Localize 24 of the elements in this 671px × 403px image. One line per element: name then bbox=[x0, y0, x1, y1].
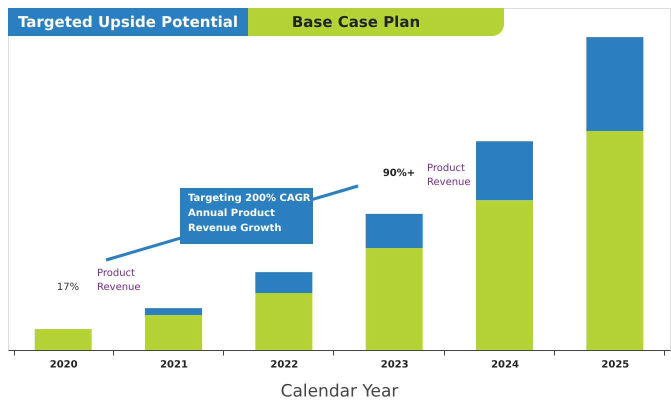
bar bbox=[366, 214, 423, 248]
x-axis-title: Calendar Year bbox=[280, 382, 398, 402]
bar bbox=[255, 293, 312, 350]
x-tick-label: 2021 bbox=[160, 360, 188, 370]
annotation: Product Revenue bbox=[97, 268, 141, 293]
bar bbox=[586, 130, 644, 350]
x-tick-label: 2024 bbox=[491, 360, 519, 370]
bar bbox=[34, 329, 92, 350]
bar bbox=[145, 314, 202, 350]
x-tick-label: 2025 bbox=[601, 360, 630, 370]
x-tick-label: 2020 bbox=[50, 360, 78, 370]
x-tick-label: 2023 bbox=[380, 360, 409, 370]
bar bbox=[476, 200, 533, 350]
annotation: 17% bbox=[56, 282, 80, 293]
annotation: 90%+ bbox=[382, 168, 416, 179]
text: Base Case Plan bbox=[292, 13, 420, 31]
x-tick-label: 2022 bbox=[270, 360, 298, 370]
bar bbox=[586, 37, 644, 131]
bar bbox=[366, 248, 423, 350]
text: Targeted Upside Potential bbox=[18, 13, 238, 31]
bar bbox=[145, 308, 202, 315]
annotation: Product Revenue bbox=[427, 163, 471, 188]
bar bbox=[255, 272, 312, 294]
bar bbox=[476, 141, 533, 200]
